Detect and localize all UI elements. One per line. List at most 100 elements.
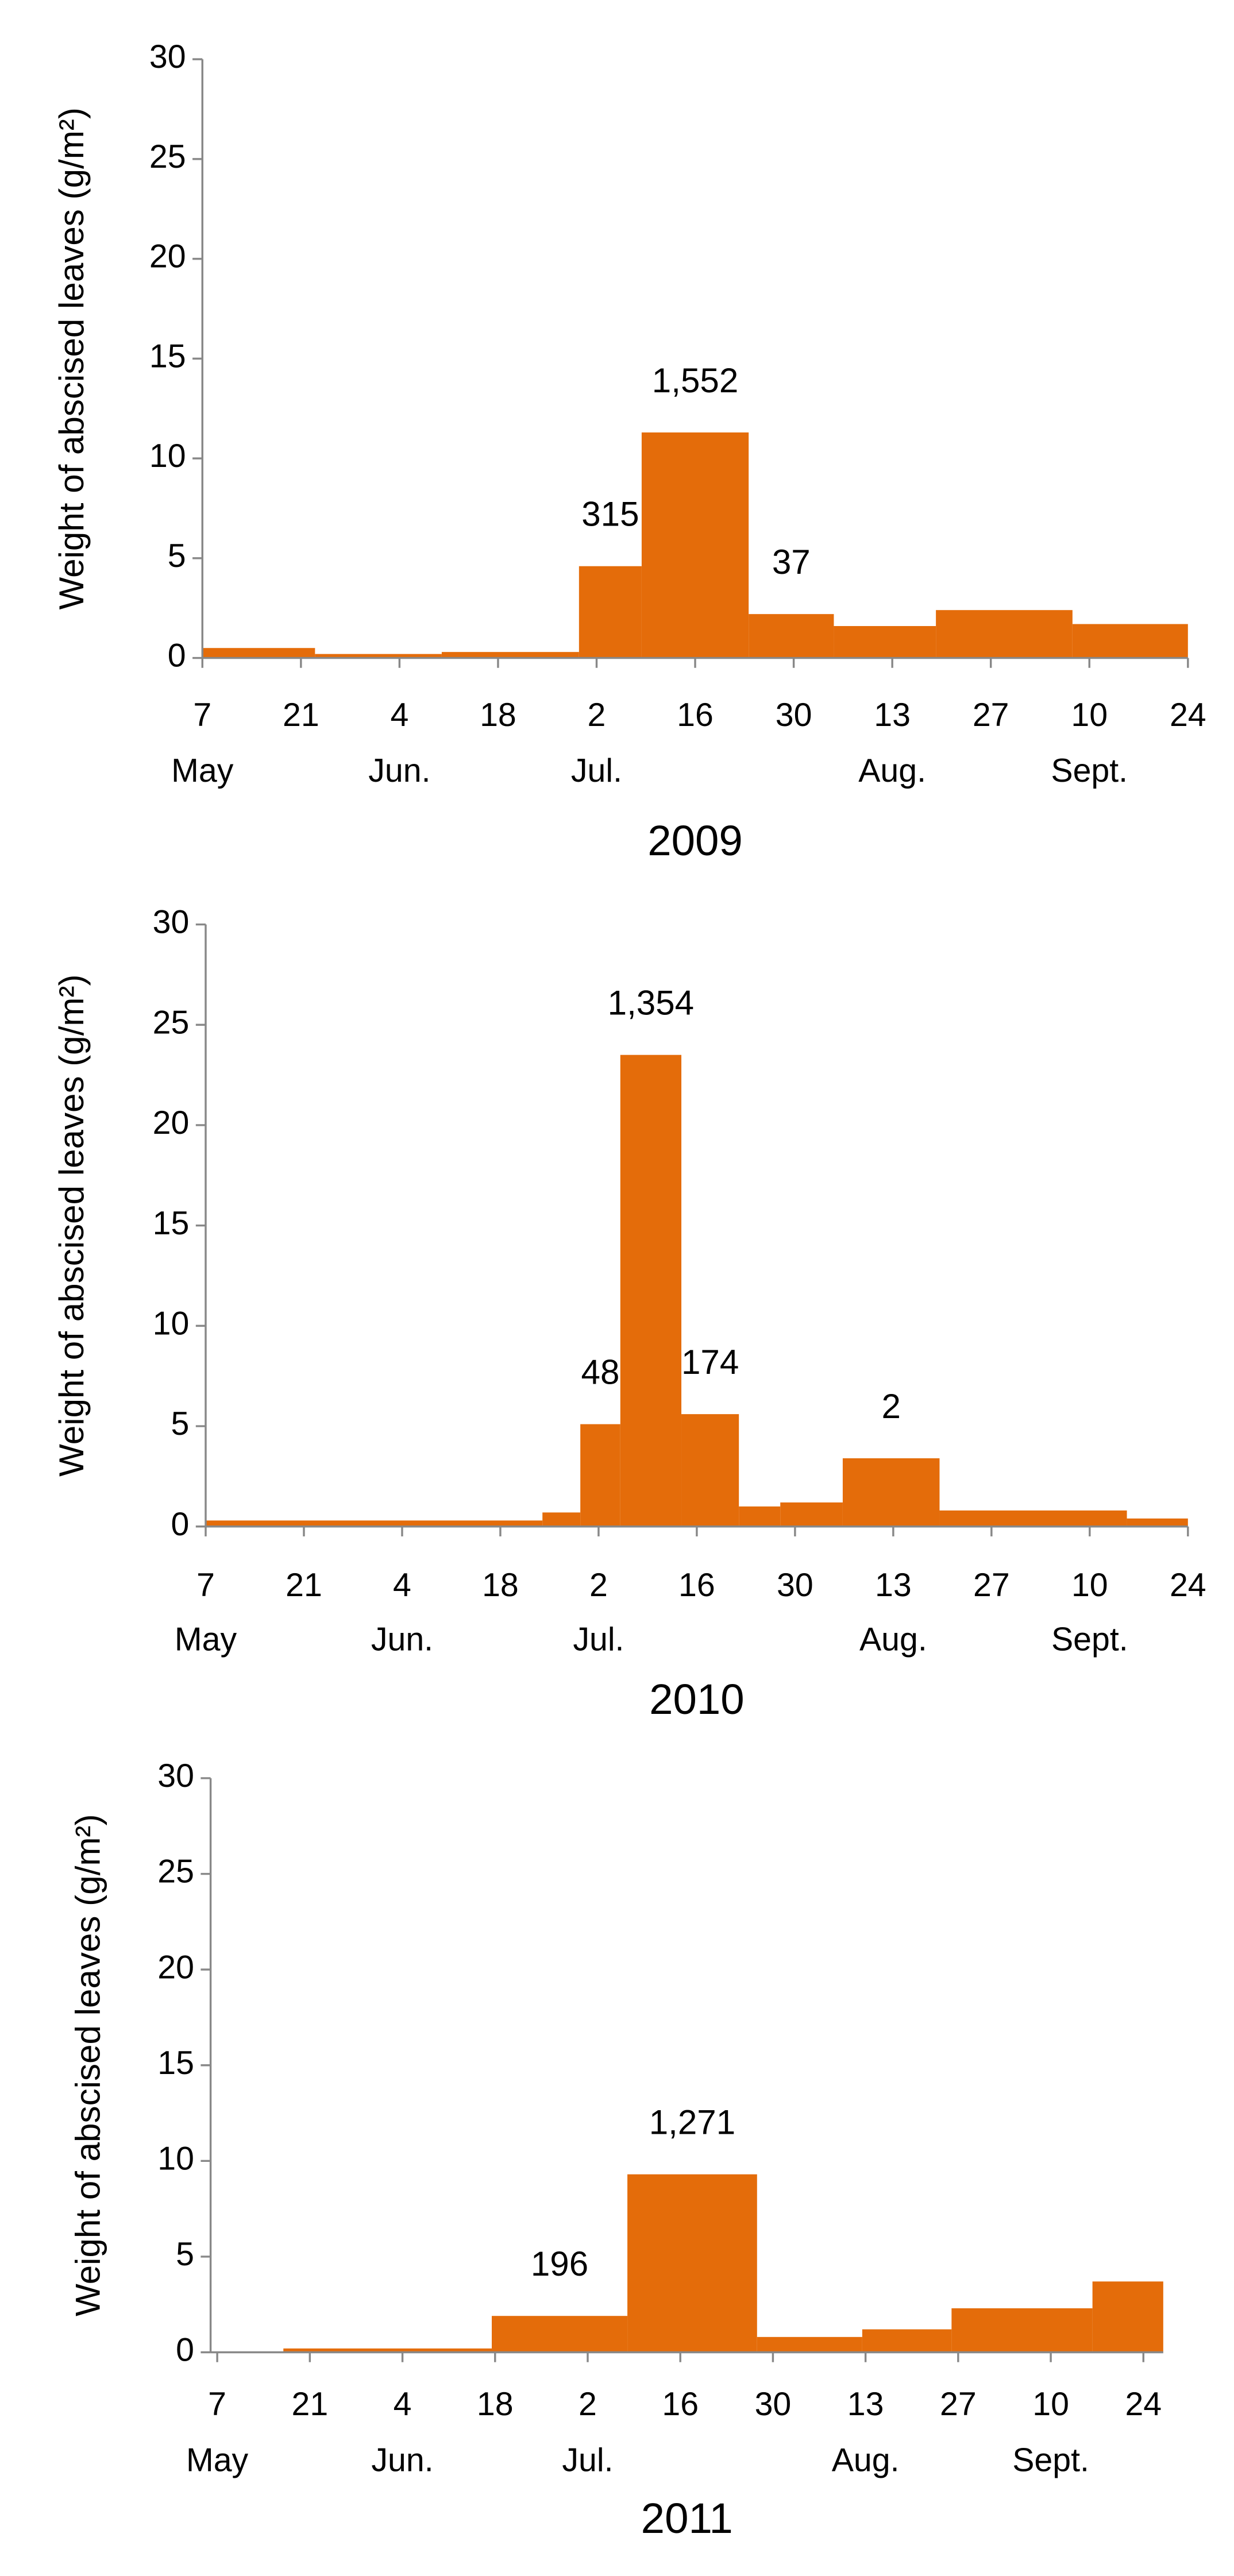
y-tick-label: 25: [153, 1004, 190, 1041]
bar: [862, 2329, 952, 2353]
bar: [757, 2336, 862, 2353]
month-label: Jul.: [573, 1621, 624, 1658]
x-tick-label: 7: [196, 1567, 215, 1604]
month-label: Aug.: [858, 752, 926, 789]
x-tick-label: 30: [755, 2386, 792, 2423]
bar: [936, 610, 1073, 658]
count-label: 2: [881, 1387, 900, 1426]
count-label: 1,552: [652, 361, 738, 400]
y-tick-label: 25: [157, 1853, 194, 1890]
y-tick-label: 5: [171, 1405, 190, 1442]
bar: [1127, 1518, 1188, 1527]
bar: [1092, 2281, 1163, 2353]
x-tick-label: 27: [940, 2386, 977, 2423]
bar: [842, 1458, 940, 1527]
y-tick-label: 30: [149, 38, 186, 75]
x-tick-label: 2: [588, 697, 606, 733]
count-label: 174: [681, 1343, 739, 1381]
x-tick-label: 10: [1071, 1567, 1108, 1604]
x-tick-label: 4: [390, 697, 408, 733]
y-tick-label: 20: [153, 1104, 190, 1141]
y-tick-label: 15: [153, 1205, 190, 1242]
y-tick-label: 10: [157, 2140, 194, 2177]
x-tick-label: 7: [208, 2386, 226, 2423]
y-tick-label: 30: [153, 904, 190, 941]
x-tick-label: 16: [677, 697, 714, 733]
bar: [579, 566, 642, 658]
x-tick-label: 13: [874, 697, 911, 733]
bar: [641, 432, 749, 658]
y-tick-label: 0: [171, 1506, 190, 1543]
month-label: May: [175, 1621, 237, 1658]
x-tick-label: 7: [193, 697, 211, 733]
month-label: Jun.: [371, 2442, 433, 2479]
y-tick-label: 10: [153, 1305, 190, 1342]
bar: [580, 1424, 620, 1527]
chart: 315 1,552 37 0 5 10 15 20 25 30 7 21 4 18 2 16 30 13 27 10 2…: [52, 38, 1206, 864]
month-label: Jul.: [562, 2442, 613, 2479]
y-tick-label: 25: [149, 138, 186, 175]
month-label: Sept.: [1051, 752, 1128, 789]
count-label: 48: [581, 1353, 620, 1392]
chart-title: 2011: [641, 2494, 733, 2542]
x-tick-label: 21: [286, 1567, 322, 1604]
x-tick-label: 24: [1125, 2386, 1162, 2423]
x-tick-label: 21: [291, 2386, 328, 2423]
count-label: 1,271: [649, 2103, 735, 2142]
bar: [206, 1520, 543, 1527]
y-tick-label: 5: [176, 2236, 194, 2273]
bar: [315, 654, 442, 658]
x-tick-label: 30: [776, 697, 812, 733]
y-tick-label: 5: [168, 538, 186, 574]
x-tick-label: 13: [875, 1567, 912, 1604]
bar: [620, 1055, 682, 1527]
bar: [951, 2308, 1093, 2353]
x-tick-label: 2: [589, 1567, 608, 1604]
count-label: 315: [581, 495, 639, 534]
x-tick-label: 4: [393, 1567, 411, 1604]
x-tick-label: 16: [662, 2386, 699, 2423]
y-axis-label: Weight of abscised leaves (g/m²): [68, 1814, 107, 2316]
chart: 196 1,271 0 5 10 15 20 25 30 7 21 4 18 2 16 30 13 27 10 24 M…: [68, 1758, 1163, 2542]
y-tick-label: 20: [149, 238, 186, 275]
bar: [202, 648, 315, 658]
bar: [283, 2348, 492, 2353]
y-tick-label: 15: [157, 2045, 194, 2081]
month-label: Jun.: [368, 752, 430, 789]
x-tick-label: 27: [973, 697, 1009, 733]
bar: [492, 2316, 628, 2353]
x-tick-label: 10: [1071, 697, 1108, 733]
y-axis-label: Weight of abscised leaves (g/m²): [52, 974, 91, 1476]
y-tick-label: 0: [176, 2332, 194, 2369]
x-tick-label: 18: [477, 2386, 514, 2423]
y-tick-label: 20: [157, 1949, 194, 1986]
x-tick-label: 18: [482, 1567, 519, 1604]
x-tick-label: 16: [678, 1567, 715, 1604]
month-label: Sept.: [1051, 1621, 1128, 1658]
x-tick-label: 13: [847, 2386, 884, 2423]
bar: [739, 1506, 781, 1527]
chart-title: 2009: [647, 817, 743, 864]
x-tick-label: 10: [1032, 2386, 1069, 2423]
month-label: Sept.: [1012, 2442, 1089, 2479]
bar: [681, 1414, 739, 1527]
bar: [749, 614, 834, 658]
bar: [627, 2174, 757, 2353]
month-label: Aug.: [859, 1621, 927, 1658]
x-tick-label: 24: [1170, 1567, 1206, 1604]
x-tick-label: 4: [394, 2386, 412, 2423]
y-tick-label: 10: [149, 438, 186, 474]
month-label: May: [186, 2442, 249, 2479]
x-tick-label: 30: [777, 1567, 813, 1604]
bar: [542, 1512, 581, 1527]
y-tick-label: 0: [168, 638, 186, 674]
bar: [834, 625, 936, 658]
month-label: Jun.: [371, 1621, 433, 1658]
y-tick-label: 30: [157, 1758, 194, 1794]
y-tick-label: 15: [149, 338, 186, 374]
bar: [780, 1502, 843, 1527]
chart-title: 2010: [649, 1675, 745, 1723]
count-label: 37: [772, 543, 811, 581]
